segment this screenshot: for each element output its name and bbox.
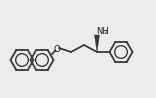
Polygon shape [95,35,100,52]
Text: NH: NH [96,26,109,35]
Text: O: O [54,44,61,54]
Text: 2: 2 [103,29,107,34]
